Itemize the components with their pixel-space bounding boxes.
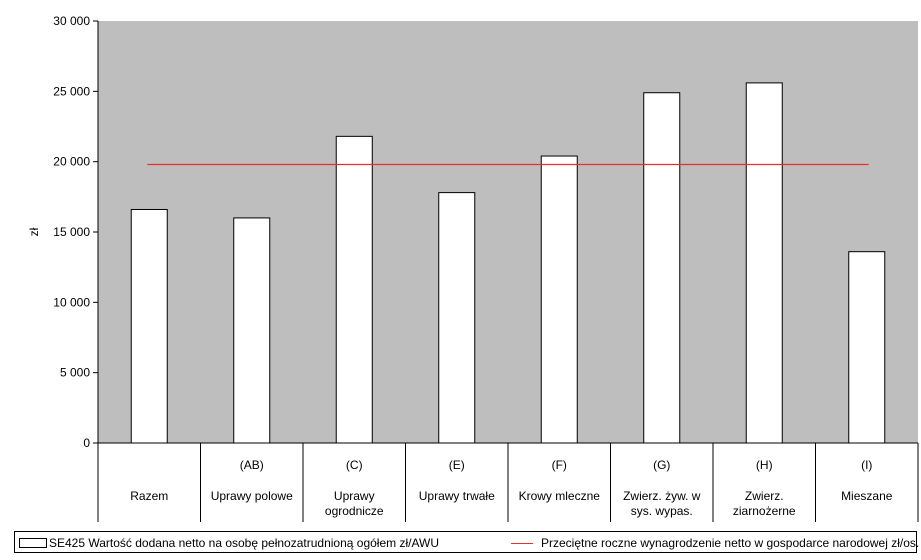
legend-label-line: Przeciętne roczne wynagrodzenie netto w …: [541, 536, 920, 550]
y-tick-label: 25 000: [53, 84, 90, 98]
category-code: (H): [756, 458, 773, 472]
category-code: (F): [552, 458, 567, 472]
y-axis-label: zł: [27, 227, 41, 236]
category-name: ziarnożerne: [733, 504, 796, 518]
y-axis: 0 5 000 10 000 15 000 20 000 25 000 30 000: [53, 14, 99, 450]
category-name: Zwierz. żyw. w: [623, 489, 701, 503]
y-tick-label: 20 000: [53, 155, 90, 169]
category-axis-table: Razem (AB) Uprawy polowe (C) Uprawyogrodnicz…: [97, 442, 919, 522]
category-code: (I): [861, 458, 872, 472]
category-code: (E): [449, 458, 465, 472]
y-tick-label: 10 000: [53, 295, 90, 309]
bar: [643, 92, 681, 444]
legend-label-bar: SE425 Wartość dodana netto na osobę pełn…: [49, 536, 440, 550]
y-tick-label: 0: [83, 436, 90, 450]
bar: [335, 135, 373, 444]
plot-area: [98, 21, 918, 443]
legend-item-bar: SE425 Wartość dodana netto na osobę pełn…: [19, 536, 439, 550]
category-name: Uprawy trwałe: [419, 489, 495, 503]
category-code: (G): [653, 458, 670, 472]
bar: [233, 217, 271, 444]
legend-item-line: Przeciętne roczne wynagrodzenie netto w …: [511, 536, 919, 550]
category-code: (AB): [240, 458, 264, 472]
category-name: Uprawy: [334, 489, 375, 503]
category-name: Razem: [130, 489, 168, 503]
bar: [438, 192, 476, 444]
bar: [745, 82, 783, 444]
y-tick-label: 5 000: [60, 366, 90, 380]
bar: [848, 251, 886, 444]
category-name: Krowy mleczne: [519, 489, 601, 503]
category-name: ogrodnicze: [325, 504, 384, 518]
legend: SE425 Wartość dodana netto na osobę pełn…: [14, 531, 919, 553]
category-name: Zwierz.: [745, 489, 784, 503]
category-name: Mieszane: [841, 489, 893, 503]
bar: [130, 208, 168, 444]
category-code: (C): [346, 458, 363, 472]
legend-swatch-line: [511, 542, 533, 544]
category-name: sys. wypas.: [631, 504, 693, 518]
bar: [540, 155, 578, 444]
legend-swatch-bar: [19, 538, 47, 548]
bar-series: [130, 82, 886, 444]
category-name: Uprawy polowe: [211, 489, 293, 503]
y-tick-label: 30 000: [53, 14, 90, 28]
y-tick-label: 15 000: [53, 225, 90, 239]
